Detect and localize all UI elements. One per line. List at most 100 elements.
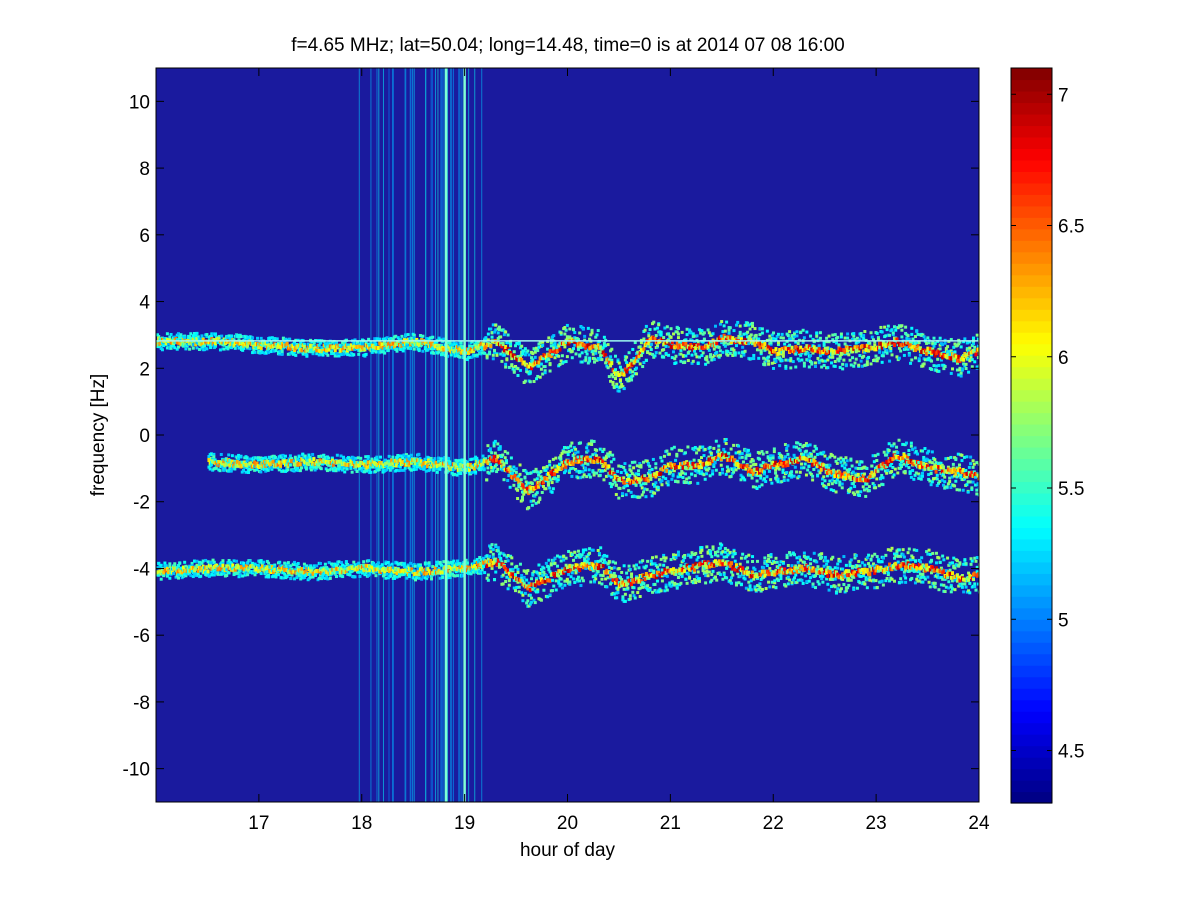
trace-halo-cell [640, 466, 643, 469]
trace-halo-cell [256, 337, 259, 340]
trace-halo-cell [769, 478, 772, 481]
trace-halo-cell [566, 355, 569, 358]
trace-halo-cell [489, 327, 492, 330]
trace-halo-cell [905, 442, 908, 445]
trace-halo-cell [715, 440, 718, 443]
trace-halo-cell [612, 458, 615, 461]
trace-halo-cell [622, 466, 625, 469]
trace-halo-cell [481, 455, 484, 458]
trace-halo-cell [574, 352, 577, 355]
trace-halo-cell [973, 360, 976, 363]
trace-halo-cell [770, 341, 773, 344]
trace-halo-cell [594, 352, 597, 355]
trace-halo-cell [203, 345, 206, 348]
trace-halo-cell [619, 487, 622, 490]
trace-halo-cell [667, 480, 670, 483]
trace-halo-cell [770, 482, 773, 485]
trace-halo-cell [805, 331, 808, 334]
trace-halo-cell [864, 495, 867, 498]
trace-halo-cell [299, 469, 302, 472]
trace-halo-cell [700, 354, 703, 357]
trace-halo-cell [641, 493, 644, 496]
trace-halo-cell [628, 351, 631, 354]
trace-halo-cell [618, 362, 621, 365]
trace-halo-cell [410, 454, 413, 457]
trace-halo-cell [693, 459, 696, 462]
trace-halo-cell [823, 479, 826, 482]
trace-halo-cell [630, 470, 633, 473]
trace-halo-cell [254, 351, 257, 354]
trace-halo-cell [724, 330, 727, 333]
trace-halo-cell [876, 332, 879, 335]
trace-halo-cell [538, 497, 541, 500]
trace-halo-cell [343, 470, 346, 473]
trace-halo-cell [893, 442, 896, 445]
trace-halo-cell [695, 334, 698, 337]
trace-halo-cell [659, 456, 662, 459]
trace-halo-cell [594, 349, 597, 352]
trace-halo-cell [877, 453, 880, 456]
trace-halo-cell [890, 470, 893, 473]
trace-halo-cell [765, 451, 768, 454]
trace-halo-cell [910, 333, 913, 336]
trace-halo-cell [646, 488, 649, 491]
trace-halo-cell [795, 334, 798, 337]
trace-halo-cell [375, 456, 378, 459]
trace-halo-cell [721, 468, 724, 471]
trace-halo-cell [696, 482, 699, 485]
trace-halo-cell [644, 495, 647, 498]
trace-core-cell [774, 347, 777, 351]
trace-halo-cell [413, 348, 416, 351]
trace-halo-cell [230, 470, 233, 473]
trace-halo-cell [536, 477, 539, 480]
trace-halo-cell [694, 474, 697, 477]
trace-core-cell [642, 347, 645, 351]
trace-halo-cell [691, 354, 694, 357]
trace-halo-cell [814, 361, 817, 364]
trace-halo-cell [587, 327, 590, 330]
trace-halo-cell [834, 365, 837, 368]
trace-halo-cell [816, 357, 819, 360]
trace-halo-cell [600, 358, 603, 361]
trace-halo-cell [909, 472, 912, 475]
trace-halo-cell [614, 481, 617, 484]
trace-halo-cell [704, 448, 707, 451]
trace-halo-cell [837, 343, 840, 346]
trace-halo-cell [899, 350, 902, 353]
trace-halo-cell [551, 491, 554, 494]
trace-halo-cell [584, 467, 587, 470]
trace-halo-cell [858, 463, 861, 466]
trace-halo-cell [233, 467, 236, 470]
trace-halo-cell [654, 354, 657, 357]
trace-halo-cell [502, 478, 505, 481]
trace-halo-cell [793, 475, 796, 478]
trace-halo-cell [743, 478, 746, 481]
trace-halo-cell [750, 333, 753, 336]
trace-halo-cell [633, 461, 636, 464]
trace-halo-cell [944, 342, 947, 345]
trace-halo-cell [663, 455, 666, 458]
trace-halo-cell [611, 468, 614, 471]
trace-halo-cell [907, 334, 910, 337]
trace-halo-cell [684, 451, 687, 454]
trace-halo-cell [753, 327, 756, 330]
trace-halo-cell [552, 334, 555, 337]
trace-halo-cell [866, 363, 869, 366]
trace-halo-cell [767, 363, 770, 366]
trace-core-cell [893, 343, 896, 347]
trace-halo-cell [721, 471, 724, 474]
trace-halo-cell [589, 476, 592, 479]
trace-halo-cell [744, 350, 747, 353]
trace-halo-cell [803, 365, 806, 368]
trace-halo-cell [505, 358, 508, 361]
trace-halo-cell [219, 469, 222, 472]
trace-halo-cell [578, 355, 581, 358]
trace-halo-cell [549, 370, 552, 373]
trace-core-cell [619, 378, 622, 382]
trace-halo-cell [421, 335, 424, 338]
trace-halo-cell [735, 344, 738, 347]
trace-halo-cell [276, 337, 279, 340]
trace-halo-cell [567, 453, 570, 456]
trace-halo-cell [757, 357, 760, 360]
trace-halo-cell [739, 325, 742, 328]
